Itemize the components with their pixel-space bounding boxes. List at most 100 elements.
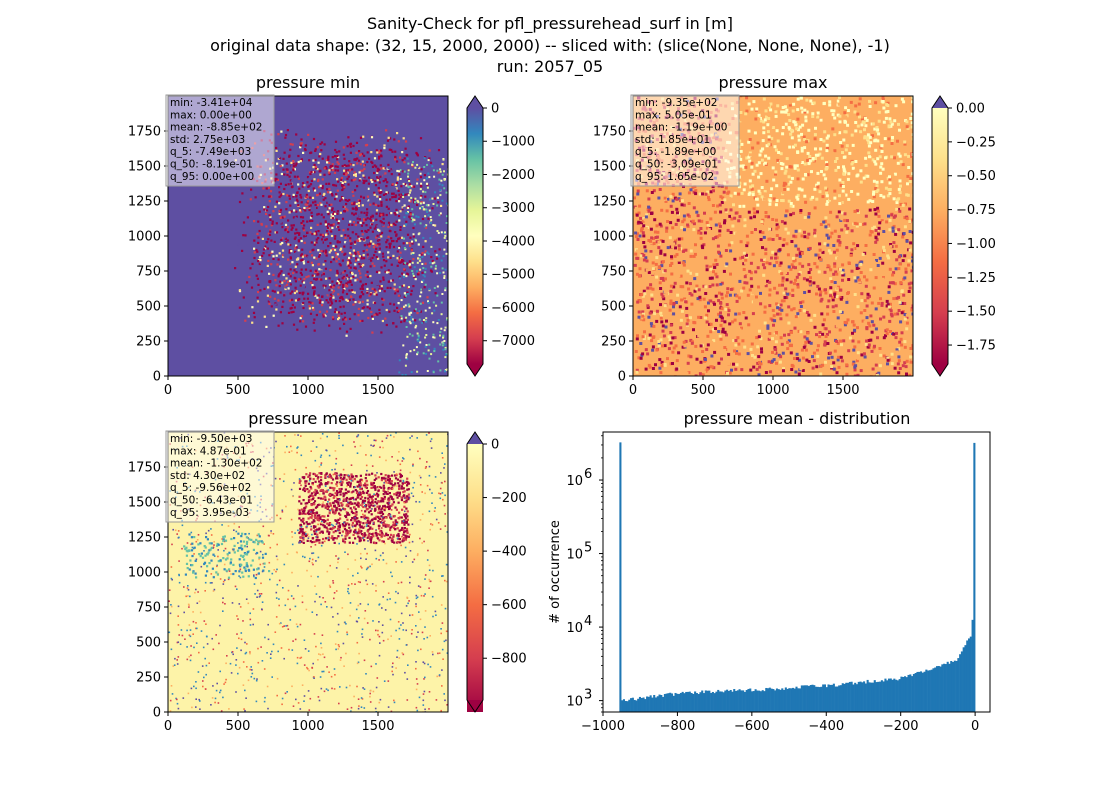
heatmap-cell [396,306,399,309]
heatmap-cell [809,99,813,103]
heatmap-cell [863,355,867,359]
heatmap-cell [641,362,645,366]
heatmap-cell [738,139,742,143]
heatmap-cell [283,236,286,239]
heatmap-cell [356,162,359,165]
heatmap-cell [864,174,868,178]
heatmap-cell [414,326,417,329]
heatmap-cell [686,361,690,365]
heatmap-cell [279,291,282,294]
heatmap-cell [406,233,410,236]
heatmap-cell [324,260,327,263]
heatmap-cell [646,208,650,212]
heatmap-cell [425,334,428,336]
heatmap-cell [756,203,760,207]
heatmap-cell [893,172,897,176]
heatmap-cell [276,263,279,266]
heatmap-cell [433,309,436,312]
heatmap-cell [403,204,406,207]
heatmap-cell [339,264,342,267]
heatmap-cell [285,229,288,232]
heatmap-cell [330,192,333,196]
heatmap-cell [305,254,308,257]
heatmap-cell [443,275,446,278]
heatmap-cell [678,192,682,196]
heatmap-cell [418,318,421,321]
heatmap-cell [636,192,640,196]
heatmap-cell [409,213,412,216]
heatmap-cell [875,259,878,262]
heatmap-cell [403,170,406,173]
heatmap-cell [396,282,400,285]
heatmap-cell [909,177,913,181]
heatmap-cell [864,284,868,288]
heatmap-cell [424,309,427,312]
heatmap-cell [878,108,882,112]
heatmap-cell [768,293,772,297]
heatmap-cell [801,103,805,107]
heatmap-cell [878,256,882,260]
heatmap-cell [405,356,408,359]
heatmap-cell [720,357,723,361]
heatmap-cell [296,231,299,234]
heatmap-cell [706,190,710,194]
heatmap-cell [308,159,311,162]
heatmap-cell [865,239,869,243]
heatmap-cell [359,296,362,299]
heatmap-cell [641,294,645,298]
heatmap-cell [847,261,851,265]
heatmap-cell [378,308,381,311]
heatmap-cell [394,183,397,186]
heatmap-cell [322,284,325,287]
heatmap-cell [427,194,430,197]
heatmap-cell [356,221,360,224]
heatmap-cell [406,358,409,361]
heatmap-cell [759,172,763,176]
heatmap-cell [315,262,318,265]
heatmap-cell [671,362,674,365]
heatmap-cell [378,157,381,160]
heatmap-cell [432,371,435,374]
heatmap-cell [906,126,910,130]
heatmap-cell [331,164,334,168]
heatmap-cell [428,149,431,152]
heatmap-cell [756,210,759,214]
heatmap-cell [321,233,325,236]
heatmap-cell [733,318,737,322]
heatmap-cell [838,328,842,332]
heatmap-cell [846,318,850,322]
heatmap-cell [830,109,834,113]
heatmap-cell [775,223,779,227]
heatmap-cell [637,356,641,360]
heatmap-cell [289,143,292,146]
heatmap-cell [317,179,320,183]
heatmap-cell [803,108,807,112]
heatmap-cell [385,175,388,178]
heatmap-cell [375,212,378,215]
heatmap-cell [751,252,755,256]
heatmap-cell [348,317,352,320]
heatmap-cell [882,120,886,124]
heatmap-cell [244,234,247,237]
heatmap-cell [328,289,331,292]
heatmap-cell [337,220,341,223]
heatmap-cell [299,193,302,197]
heatmap-cell [300,142,303,145]
heatmap-cell [336,210,339,213]
heatmap-cell [824,288,827,292]
heatmap-cell [303,184,306,187]
heatmap-cell [364,274,367,277]
heatmap-cell [292,195,295,198]
heatmap-cell [822,101,826,105]
heatmap-cell [837,102,841,106]
heatmap-cell [299,284,302,287]
heatmap-cell [334,286,337,289]
y-tick-label: 500 [136,300,161,315]
heatmap-cell [429,237,432,240]
heatmap-cell [426,210,429,213]
heatmap-cell [782,238,786,242]
heatmap-cell [379,280,382,283]
heatmap-cell [382,212,385,215]
heatmap-cell [840,343,843,347]
heatmap-cell [349,256,352,259]
